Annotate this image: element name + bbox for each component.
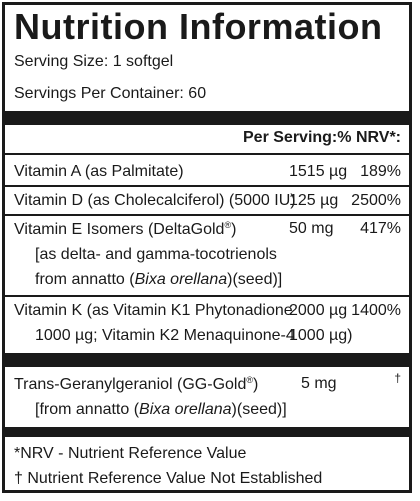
vitamin-a-nrv: 189% <box>360 163 401 180</box>
divider <box>5 153 409 155</box>
gg-detail: [from annatto (Bixa orellana)(seed)] <box>35 401 287 418</box>
vitamin-e-detail-2: from annatto (Bixa orellana)(seed)] <box>35 271 283 288</box>
vitamin-d-name: Vitamin D (as Cholecalciferol) (5000 IU) <box>14 192 296 209</box>
divider <box>5 214 409 216</box>
vitamin-e-name: Vitamin E Isomers (DeltaGold®) <box>14 220 237 238</box>
vitamin-k-nrv: 1400% <box>351 302 401 319</box>
vitamin-e-detail-1: [as delta- and gamma-tocotrienols <box>35 246 277 263</box>
footnote-nrv: *NRV - Nutrient Reference Value <box>14 445 247 462</box>
vitamin-d-nrv: 2500% <box>351 192 401 209</box>
nutrition-panel: Nutrition Information Serving Size: 1 so… <box>2 2 412 493</box>
vitamin-k-amount-2: 1000 µg) <box>289 327 353 344</box>
vitamin-a-name: Vitamin A (as Palmitate) <box>14 163 184 180</box>
divider <box>5 295 409 297</box>
nrv-header: % NRV*: <box>337 129 401 146</box>
divider-thick <box>5 111 409 125</box>
serving-size: Serving Size: 1 softgel <box>14 53 174 70</box>
gg-nrv: † <box>394 371 401 385</box>
servings-per-container: Servings Per Container: 60 <box>14 85 207 102</box>
gg-amount: 5 mg <box>301 375 337 392</box>
divider-thick <box>5 353 409 367</box>
vitamin-e-amount: 50 mg <box>289 220 334 237</box>
divider <box>5 185 409 187</box>
footnote-dagger: † Nutrient Reference Value Not Establish… <box>14 470 323 487</box>
divider-thick <box>5 427 409 437</box>
vitamin-e-nrv: 417% <box>360 220 401 237</box>
vitamin-k-amount: 2000 µg <box>289 302 348 319</box>
vitamin-k-detail: 1000 µg; Vitamin K2 Menaquinone-4 <box>35 327 295 344</box>
vitamin-k-name: Vitamin K (as Vitamin K1 Phytonadione <box>14 302 293 319</box>
vitamin-d-amount: 125 µg <box>289 192 339 209</box>
gg-name: Trans-Geranylgeraniol (GG-Gold®) <box>14 375 259 393</box>
per-serving-header: Per Serving: <box>243 129 338 146</box>
vitamin-a-amount: 1515 µg <box>289 163 348 180</box>
panel-title: Nutrition Information <box>14 6 383 47</box>
